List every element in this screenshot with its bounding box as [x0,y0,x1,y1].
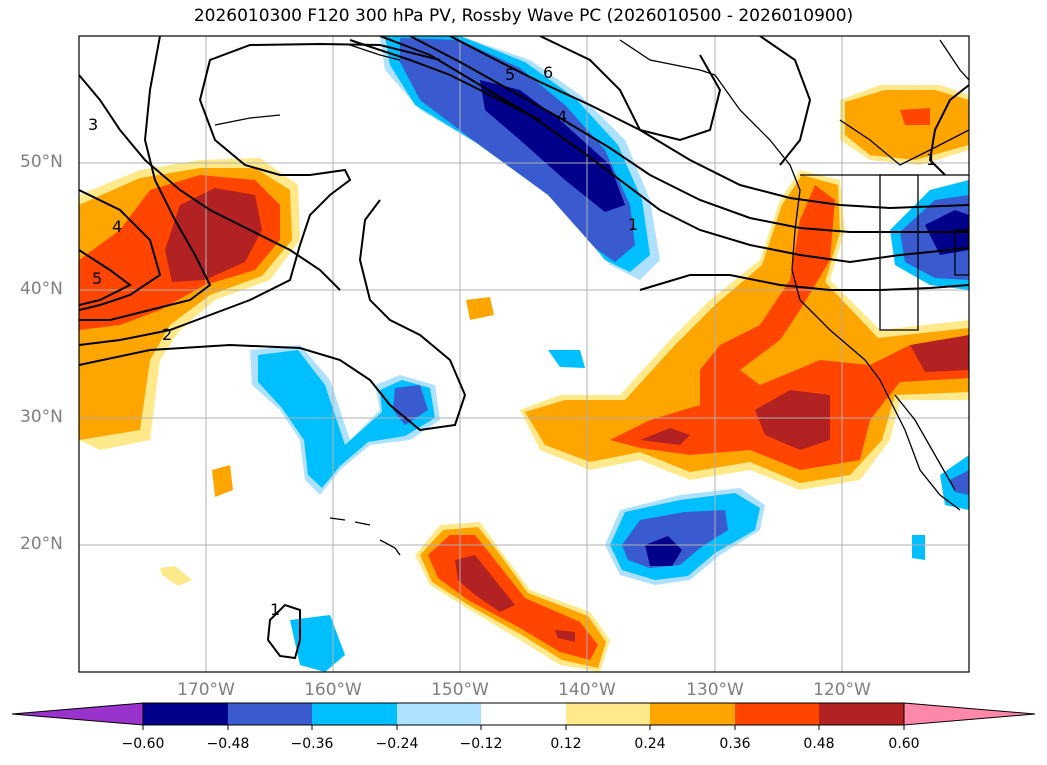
lat-label: 20°N [20,534,63,554]
contour-label: 4 [112,217,122,236]
pv-fill-layer [79,36,969,672]
colorbar-tick-label: 0.12 [550,736,582,752]
contour-label: 6 [543,63,553,82]
colorbar-segment [397,703,481,725]
colorbar-tick-label: 0.24 [634,736,666,752]
contour-label: 3 [88,115,98,134]
coastlines [214,39,969,556]
colorbar-segment [481,703,566,725]
colorbar-tick-label: 0.36 [719,736,751,752]
colorbar-tick-label: −0.24 [375,736,419,752]
contour-label: 5 [505,65,515,84]
contour-label: 1 [628,215,638,234]
contour-label: 5 [92,269,102,288]
colorbar-extend-high [903,702,1036,726]
colorbar [11,702,1036,730]
lon-label: 150°W [431,680,489,700]
lat-label: 40°N [20,279,63,299]
colorbar-segment [312,703,397,725]
contour-label-group: 3 4 5 2 5 6 4 1 1 1 [88,63,936,619]
colorbar-tick-label: −0.36 [290,736,334,752]
contour-label: 1 [926,150,936,169]
colorbar-segment [735,703,819,725]
lon-label: 160°W [304,680,362,700]
colorbar-extend-low [11,702,144,726]
colorbar-tick-label: 0.48 [803,736,835,752]
colorbar-tick-label: −0.60 [121,736,165,752]
colorbar-tick-label: 0.60 [888,736,920,752]
lon-label: 140°W [558,680,616,700]
map-title: 2026010300 F120 300 hPa PV, Rossby Wave … [193,6,854,26]
map-frame [78,35,970,673]
colorbar-segment [566,703,650,725]
contour-label: 1 [270,600,280,619]
contour-label: 2 [162,325,172,344]
contour-label: 4 [557,107,567,126]
lon-label: 130°W [686,680,744,700]
pv-contours [79,36,969,660]
colorbar-segment [650,703,735,725]
colorbar-tick-label: −0.12 [459,736,503,752]
colorbar-segment [819,703,904,725]
lon-label: 170°W [177,680,235,700]
colorbar-segment [228,703,312,725]
lat-label: 50°N [20,152,63,172]
lat-label: 30°N [20,407,63,427]
colorbar-tick-label: −0.48 [206,736,250,752]
graticule [79,36,969,672]
colorbar-segment [143,703,228,725]
lon-label: 120°W [813,680,871,700]
